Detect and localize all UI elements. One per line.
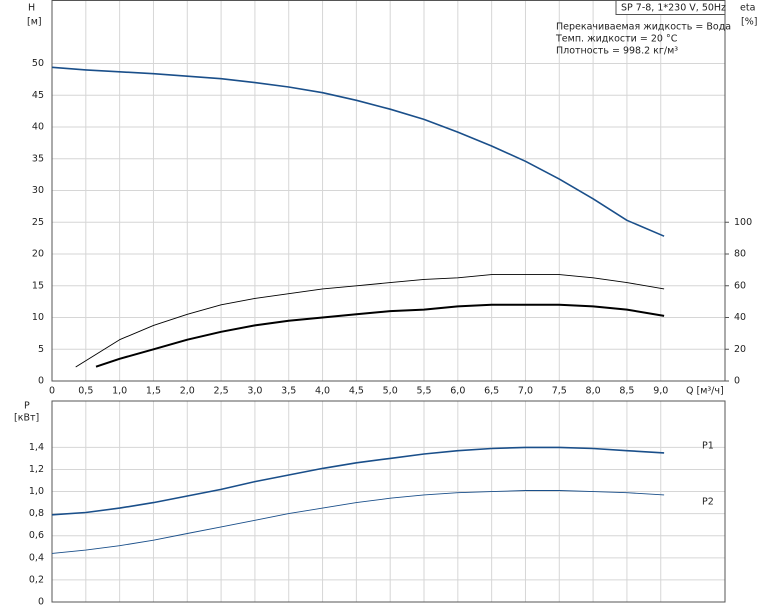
x-tick-label: 9,0 (653, 386, 668, 397)
legend-label: P1 (702, 440, 714, 451)
y-tick-label: 1,4 (29, 442, 44, 453)
series-line (51, 490, 665, 554)
x-tick-label: 7,0 (518, 386, 533, 397)
y2-tick-label: 40 (734, 312, 746, 323)
x-tick-label: 5,0 (383, 386, 398, 397)
title-box (615, 0, 726, 15)
y-tick-label: 10 (32, 312, 44, 323)
series-line (95, 303, 665, 368)
y-tick-label: 0,2 (29, 574, 44, 585)
y-tick-label: 40 (32, 122, 44, 133)
y-tick-label: 0,4 (29, 552, 44, 563)
y-tick-label: 0 (38, 376, 44, 387)
y-tick-label: 1,0 (29, 486, 44, 497)
y-tick-label: 1,2 (29, 464, 44, 475)
y2-axis-label: eta (740, 3, 755, 14)
series-line (51, 446, 665, 516)
x-tick-label: 8,5 (619, 386, 634, 397)
top-plot-frame (51, 0, 726, 382)
x-tick-label: 5,5 (416, 386, 431, 397)
y-axis-label: P (24, 401, 30, 412)
series-line (75, 274, 665, 368)
x-tick-label: 6,0 (450, 386, 465, 397)
y2-tick-label: 80 (734, 249, 746, 260)
note: Перекачиваемая жидкость = Вода (556, 22, 731, 33)
y2-tick-label: 100 (734, 217, 752, 228)
y2-tick-label: 0 (734, 376, 740, 387)
y-tick-label: 25 (32, 217, 44, 228)
y-axis-unit: [м] (27, 17, 42, 28)
x-tick-label: 7,5 (552, 386, 567, 397)
bottom-plot-frame (51, 400, 726, 603)
y-tick-label: 0,8 (29, 508, 44, 519)
y-tick-label: 5 (38, 344, 44, 355)
y-tick-label: 0 (38, 597, 44, 608)
y2-axis-unit: [%] (741, 17, 757, 28)
x-tick-label: 2,5 (214, 386, 229, 397)
x-tick-label: 4,5 (349, 386, 364, 397)
y2-tick-label: 60 (734, 280, 746, 291)
title: SP 7-8, 1*230 V, 50Hz (621, 3, 726, 14)
y-tick-label: 15 (32, 280, 44, 291)
y-tick-label: 35 (32, 153, 44, 164)
x-tick-label: 0,5 (78, 386, 93, 397)
y-tick-label: 20 (32, 249, 44, 260)
x-tick-label: 3,5 (281, 386, 296, 397)
x-tick-label: 1,5 (146, 386, 161, 397)
y-tick-label: 50 (32, 58, 44, 69)
y-axis-label: H (28, 3, 35, 14)
x-tick-label: 2,0 (180, 386, 195, 397)
x-tick-label: 4,0 (315, 386, 330, 397)
y-axis-unit: [кВт] (14, 413, 39, 424)
y-tick-label: 45 (32, 90, 44, 101)
x-tick-label: 1,0 (112, 386, 127, 397)
y2-tick-label: 20 (734, 344, 746, 355)
note: Темп. жидкости = 20 °C (555, 34, 678, 45)
y-tick-label: 30 (32, 185, 44, 196)
x-tick-label: 8,0 (586, 386, 601, 397)
y-tick-label: 0,6 (29, 530, 44, 541)
x-tick-label: 0 (49, 386, 55, 397)
note: Плотность = 998.2 кг/м³ (556, 46, 678, 57)
legend-label: P2 (702, 496, 714, 507)
x-axis-label: Q [м³/ч] (686, 386, 724, 397)
x-tick-label: 6,5 (484, 386, 499, 397)
series-line (51, 66, 665, 237)
x-tick-label: 3,0 (247, 386, 262, 397)
